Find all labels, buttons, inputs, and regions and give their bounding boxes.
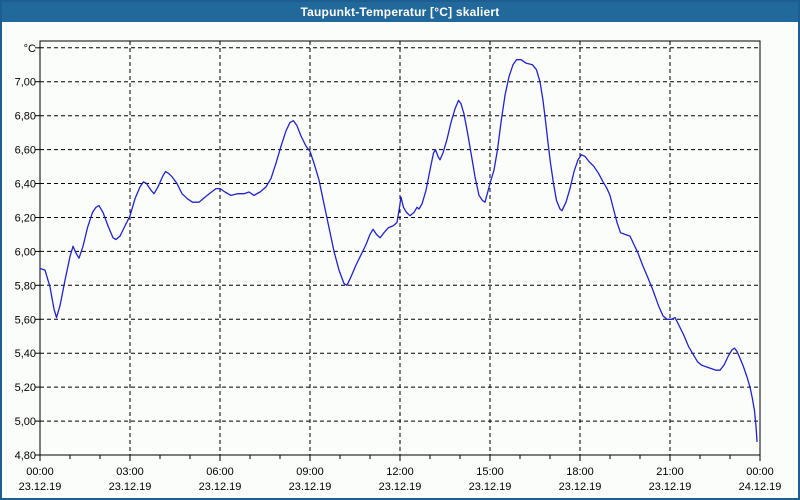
y-axis-labels: °C 7,00 6,80 6,60 6,40 6,20 6,00 5,80 5,60 5,40 5,… [15,43,36,462]
svg-text:12:00: 12:00 [386,466,414,478]
x-axis-labels: 00:00 23.12.19 03:00 23.12.19 06:00 23.12.19 0… [19,466,782,493]
svg-text:23.12.19: 23.12.19 [19,481,62,493]
svg-text:5,20: 5,20 [15,382,36,394]
svg-text:23.12.19: 23.12.19 [469,481,512,493]
axis-ticks [35,47,761,461]
svg-text:09:00: 09:00 [296,466,324,478]
svg-text:23.12.19: 23.12.19 [199,481,242,493]
svg-text:6,80: 6,80 [15,111,36,123]
chart-area: °C 7,00 6,80 6,60 6,40 6,20 6,00 5,80 5,60 5,40 5,… [2,22,798,498]
svg-text:06:00: 06:00 [206,466,234,478]
svg-text:4,80: 4,80 [15,450,36,462]
svg-text:5,60: 5,60 [15,314,36,326]
svg-text:23.12.19: 23.12.19 [379,481,422,493]
svg-text:5,00: 5,00 [15,416,36,428]
svg-text:7,00: 7,00 [15,77,36,89]
svg-text:5,40: 5,40 [15,348,36,360]
svg-text:23.12.19: 23.12.19 [289,481,332,493]
svg-text:03:00: 03:00 [116,466,144,478]
svg-text:18:00: 18:00 [566,466,594,478]
svg-text:6,40: 6,40 [15,179,36,191]
svg-text:6,00: 6,00 [15,246,36,258]
svg-text:24.12.19: 24.12.19 [739,481,782,493]
chart-canvas: °C 7,00 6,80 6,60 6,40 6,20 6,00 5,80 5,60 5,40 5,… [15,40,782,493]
svg-text:00:00: 00:00 [746,466,774,478]
window-title: Taupunkt-Temperatur [°C] skaliert [300,5,500,19]
svg-text:23.12.19: 23.12.19 [649,481,692,493]
svg-text:23.12.19: 23.12.19 [559,481,602,493]
dewpoint-series-line [39,59,758,443]
svg-text:00:00: 00:00 [26,466,54,478]
svg-text:15:00: 15:00 [476,466,504,478]
window-titlebar: Taupunkt-Temperatur [°C] skaliert [2,2,798,22]
y-axis-unit-label: °C [24,43,36,55]
svg-text:23.12.19: 23.12.19 [109,481,152,493]
grid-lines [40,41,760,455]
svg-text:21:00: 21:00 [656,466,684,478]
svg-text:6,60: 6,60 [15,145,36,157]
svg-text:6,20: 6,20 [15,213,36,225]
svg-text:5,80: 5,80 [15,280,36,292]
